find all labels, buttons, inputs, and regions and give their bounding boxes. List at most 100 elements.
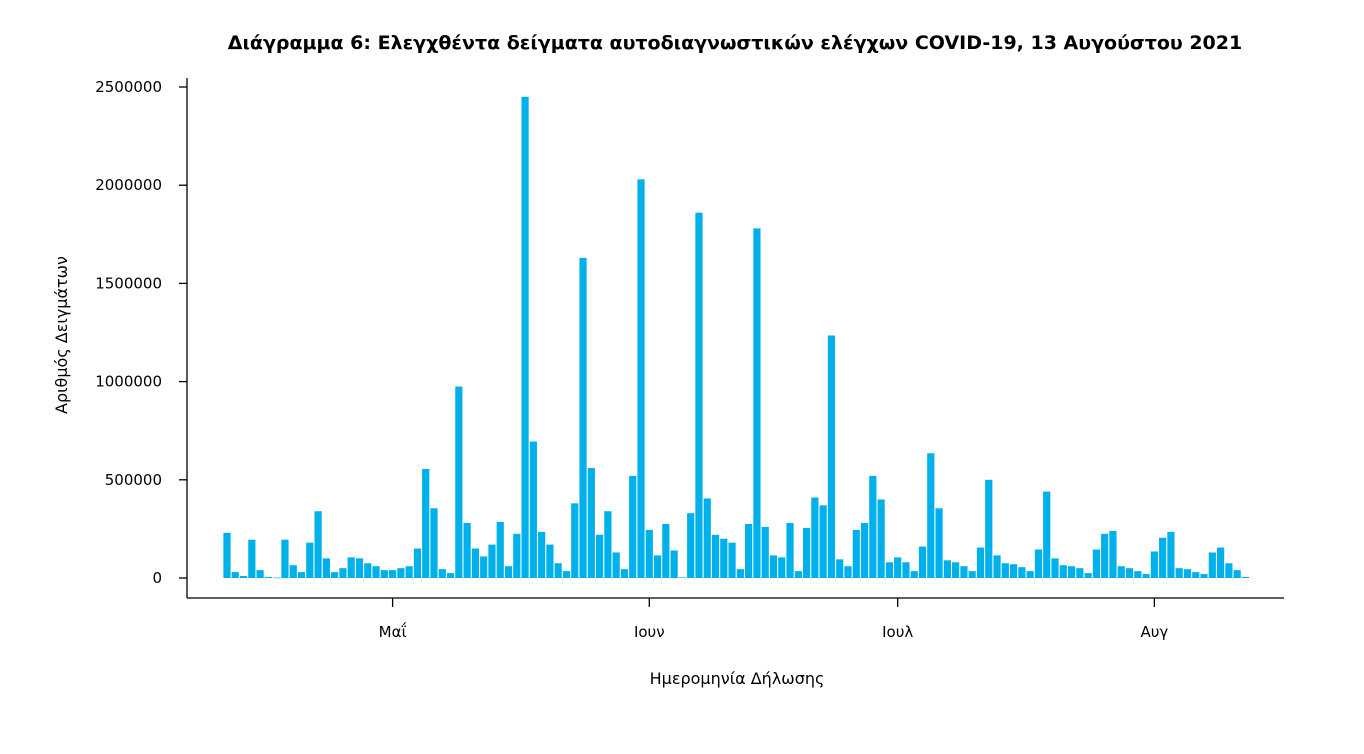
bar <box>604 511 612 578</box>
bar <box>662 523 670 578</box>
bar <box>430 508 438 578</box>
bar <box>1217 547 1225 578</box>
bar <box>239 576 248 578</box>
bar <box>422 468 430 578</box>
bar <box>753 228 761 578</box>
bar <box>554 563 562 578</box>
bar <box>364 563 372 578</box>
bar <box>678 577 686 579</box>
bar <box>778 557 786 578</box>
bar <box>306 542 314 578</box>
bar <box>1150 551 1158 578</box>
bar <box>877 499 885 578</box>
bar <box>885 562 893 578</box>
bar <box>1167 531 1175 578</box>
bar <box>1018 567 1026 578</box>
bar <box>819 505 827 578</box>
bar <box>264 577 272 578</box>
bars-group <box>223 96 1250 579</box>
bar <box>397 568 405 578</box>
bar <box>844 566 852 578</box>
bar <box>504 566 513 578</box>
bar <box>711 534 720 578</box>
y-tick-label: 2500000 <box>95 78 162 96</box>
bar <box>1192 572 1200 578</box>
y-tick-label: 500000 <box>105 471 162 489</box>
bar <box>703 498 711 578</box>
bar <box>1200 574 1208 578</box>
bar <box>1183 569 1192 578</box>
bar <box>745 523 753 578</box>
bar <box>223 532 231 578</box>
bar <box>803 527 811 578</box>
bar <box>943 560 951 578</box>
bar <box>339 568 347 578</box>
bar <box>579 257 587 578</box>
bar <box>836 559 844 578</box>
bar <box>496 522 504 578</box>
bar <box>1134 571 1142 578</box>
bar <box>1067 566 1076 578</box>
bar <box>1175 568 1183 578</box>
bar <box>629 475 637 578</box>
bar <box>521 96 529 578</box>
bar <box>256 570 264 578</box>
bar <box>670 550 678 578</box>
bar <box>769 555 778 578</box>
bar <box>968 571 976 578</box>
bar <box>281 539 289 578</box>
bar <box>927 453 935 578</box>
bar <box>355 558 364 578</box>
bar <box>985 479 993 578</box>
x-tick-label: Μαΐ <box>379 621 407 641</box>
bar <box>248 539 256 578</box>
bar <box>918 546 927 578</box>
y-ticks: 0 500000 1000000 1500000 2000000 2500000 <box>95 78 187 587</box>
bar <box>736 569 744 578</box>
bar <box>587 468 595 578</box>
bar <box>347 557 355 578</box>
bar <box>1233 570 1241 578</box>
bar <box>596 534 604 578</box>
bar <box>1026 571 1034 578</box>
bar <box>637 179 645 579</box>
bar <box>405 566 413 578</box>
bar <box>687 513 695 578</box>
x-tick-label: Ιουλ <box>882 623 913 641</box>
bar <box>902 562 910 578</box>
x-tick-label: Αυγ <box>1140 623 1168 641</box>
bar <box>1142 574 1150 578</box>
y-tick-label: 1500000 <box>95 274 162 292</box>
bar <box>645 529 653 578</box>
bar <box>273 577 281 579</box>
bar <box>231 572 239 578</box>
bar <box>935 508 943 578</box>
bar <box>438 569 446 578</box>
y-tick-label: 0 <box>152 569 162 587</box>
bar <box>852 529 860 578</box>
bar <box>728 542 736 578</box>
bar <box>1001 563 1009 578</box>
bar <box>546 544 554 578</box>
bar <box>480 556 488 578</box>
bar <box>297 572 306 578</box>
bar <box>513 533 521 578</box>
bar <box>1159 537 1167 578</box>
y-axis-label: Αριθμός Δειγμάτων <box>52 256 71 414</box>
bar <box>488 544 496 578</box>
bar <box>993 555 1001 578</box>
bar <box>1241 577 1250 578</box>
bar <box>1010 564 1018 578</box>
bar <box>314 511 322 578</box>
bar <box>529 441 537 578</box>
bar <box>1225 563 1233 578</box>
bar <box>811 497 819 578</box>
bar <box>455 386 463 578</box>
y-tick-label: 2000000 <box>95 176 162 194</box>
bar <box>380 570 388 578</box>
bar <box>910 571 918 578</box>
bar <box>562 571 571 578</box>
bar <box>446 573 455 578</box>
bar <box>1117 566 1125 578</box>
bar <box>869 475 877 578</box>
